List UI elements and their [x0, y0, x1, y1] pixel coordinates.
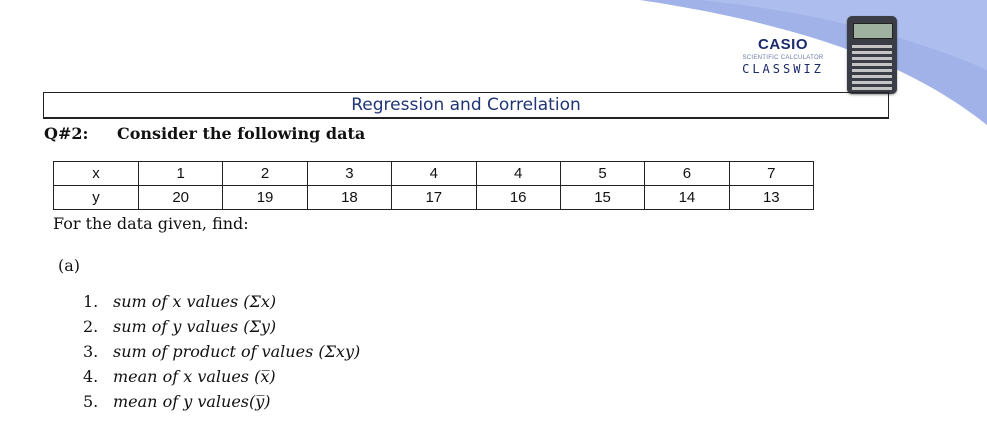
table-cell: 4 [475, 161, 561, 186]
table-cell: 15 [559, 185, 646, 210]
table-cell: 13 [728, 185, 815, 210]
item-text: sum of y values (Σy) [113, 317, 277, 336]
table-cell: 18 [306, 185, 393, 210]
item-text: sum of x values (Σx) [113, 292, 277, 311]
table-cell: 7 [728, 161, 815, 186]
row-label-x: x [53, 161, 139, 186]
brand-model: CLASSWIZ [742, 62, 824, 76]
item-number: 4. [83, 367, 99, 386]
table-cell: 14 [644, 185, 730, 210]
table-cell: 5 [559, 161, 646, 186]
table-cell: 1 [137, 161, 224, 186]
list-item: 3. sum of product of values (Σxy) [83, 339, 360, 364]
title-banner: Regression and Correlation [43, 92, 889, 119]
brand-name: CASIO [757, 36, 808, 53]
list-item: 2. sum of y values (Σy) [83, 314, 360, 339]
question-text: Consider the following data [117, 124, 366, 143]
list-item: 4. mean of x values (x̅) [83, 364, 360, 389]
table-cell: 16 [475, 185, 561, 210]
table-cell: 19 [222, 185, 308, 210]
decorative-swoosh [640, 0, 987, 125]
table-cell: 2 [222, 161, 308, 186]
table-cell: 3 [306, 161, 393, 186]
casio-logo: CASIO SCIENTIFIC CALCULATOR CLASSWIZ [728, 36, 838, 76]
item-number: 1. [83, 292, 99, 311]
calculator-screen [853, 23, 893, 39]
part-label: (a) [58, 256, 81, 275]
item-number: 3. [83, 342, 99, 361]
table-row-x: x 1 2 3 4 4 5 6 7 [53, 161, 815, 186]
table-cell: 20 [137, 185, 224, 210]
task-list: 1. sum of x values (Σx) 2. sum of y values… [83, 289, 360, 414]
table-cell: 17 [391, 185, 477, 210]
data-table: x 1 2 3 4 4 5 6 7 y 20 19 18 17 16 15 14… [53, 161, 815, 210]
row-label-y: y [53, 185, 139, 210]
list-item: 1. sum of x values (Σx) [83, 289, 360, 314]
item-text: sum of product of values (Σxy) [113, 342, 361, 361]
table-cell: 6 [644, 161, 730, 186]
list-item: 5. mean of y values(y̅) [83, 389, 360, 414]
page-title: Regression and Correlation [351, 95, 581, 115]
table-row-y: y 20 19 18 17 16 15 14 13 [53, 185, 815, 210]
calculator-keypad [852, 42, 892, 90]
table-cell: 4 [391, 161, 477, 186]
calculator-icon [847, 16, 897, 94]
item-text: mean of y values(y̅) [113, 392, 271, 411]
item-text: mean of x values (x̅) [113, 367, 276, 386]
question-number: Q#2: [44, 124, 89, 143]
instruction-text: For the data given, find: [53, 214, 249, 233]
brand-tagline: SCIENTIFIC CALCULATOR [742, 55, 824, 61]
item-number: 5. [83, 392, 99, 411]
item-number: 2. [83, 317, 99, 336]
